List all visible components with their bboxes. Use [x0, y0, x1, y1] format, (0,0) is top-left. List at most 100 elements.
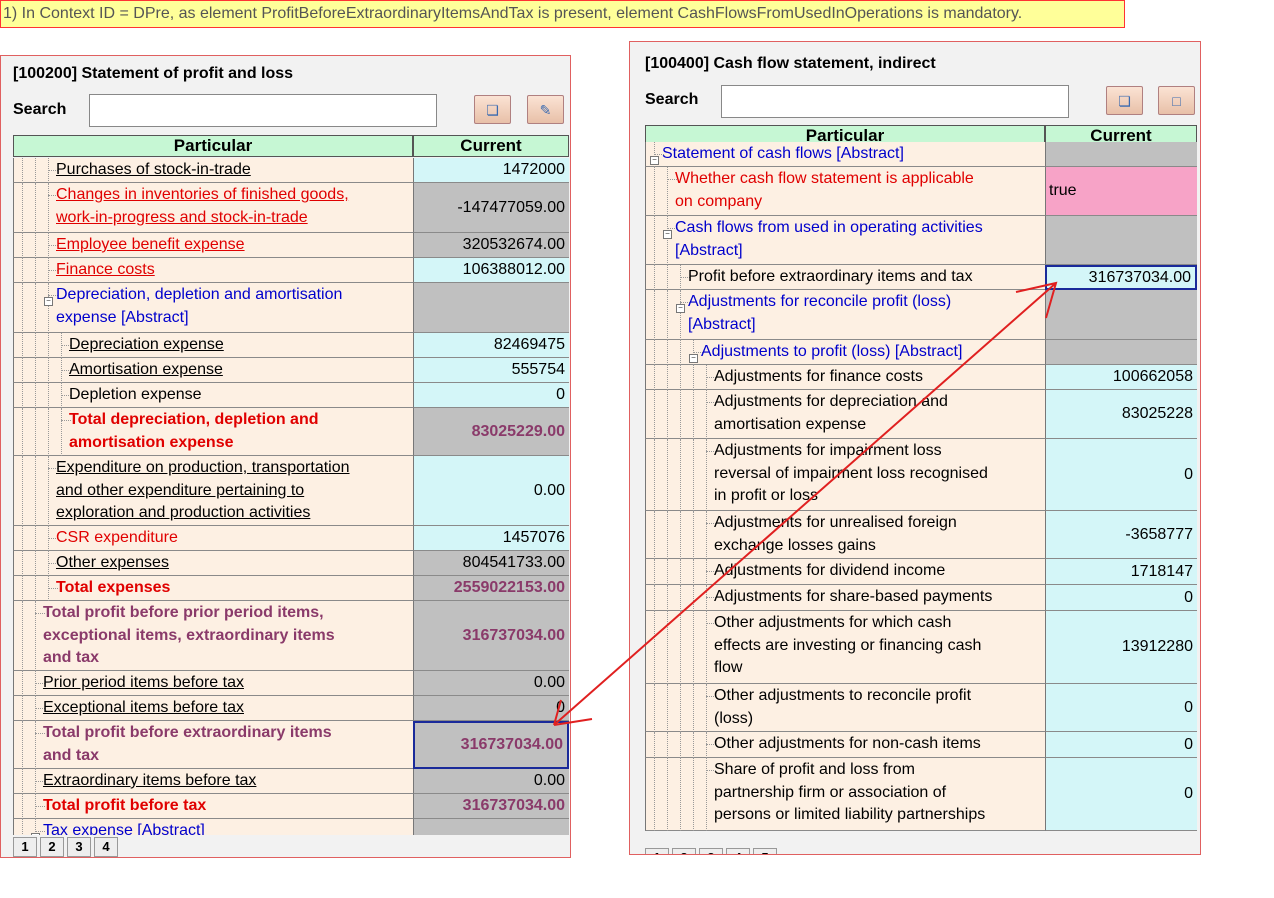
value-cell[interactable]: 316737034.00 [1045, 265, 1197, 290]
table-row[interactable]: Expenditure on production, transportatio… [13, 456, 413, 526]
page-2-button[interactable]: 2 [40, 837, 64, 857]
value-cell[interactable]: 316737034.00 [413, 721, 569, 769]
table-row[interactable]: Finance costs [13, 258, 413, 283]
table-row[interactable]: Amortisation expense [13, 358, 413, 383]
page-3-button[interactable]: 3 [699, 848, 723, 854]
value-cell[interactable] [1045, 340, 1197, 365]
table-row[interactable]: Total profit before extraordinary items a… [13, 721, 413, 769]
table-row[interactable]: Adjustments for dividend income [645, 559, 1045, 585]
value-cell[interactable] [413, 283, 569, 333]
page-3-button[interactable]: 3 [67, 837, 91, 857]
table-row[interactable]: Profit before extraordinary items and ta… [645, 265, 1045, 290]
value-cell[interactable]: 316737034.00 [413, 794, 569, 819]
table-row[interactable]: CSR expenditure [13, 526, 413, 551]
copy-button[interactable]: ❏ [474, 95, 511, 124]
value-cell[interactable]: 555754 [413, 358, 569, 383]
copy-button[interactable]: ❏ [1106, 86, 1143, 115]
table-row[interactable]: Whether cash flow statement is applicabl… [645, 167, 1045, 216]
table-row[interactable]: Total expenses [13, 576, 413, 601]
value-cell[interactable]: 0.00 [413, 769, 569, 794]
table-row[interactable]: Total profit before tax [13, 794, 413, 819]
value-cell[interactable]: 0 [413, 383, 569, 408]
table-row[interactable]: − Cash flows from used in operating activ… [645, 216, 1045, 265]
table-row[interactable]: −Tax expense [Abstract] [13, 819, 413, 835]
table-row[interactable]: Exceptional items before tax [13, 696, 413, 721]
value-cell[interactable]: 13912280 [1045, 611, 1197, 684]
value-cell[interactable]: 0.00 [413, 671, 569, 696]
value-cell[interactable]: 106388012.00 [413, 258, 569, 283]
paste-button[interactable]: □ [1158, 86, 1195, 115]
collapse-toggle-icon[interactable]: − [676, 304, 685, 313]
value-cell[interactable] [1045, 142, 1197, 167]
table-row[interactable]: Prior period items before tax [13, 671, 413, 696]
value-cell[interactable]: 82469475 [413, 333, 569, 358]
value-cell[interactable]: 0.00 [413, 456, 569, 526]
table-row[interactable]: Extraordinary items before tax [13, 769, 413, 794]
table-row[interactable]: Adjustments for share-based payments [645, 585, 1045, 611]
value-cell[interactable]: 83025228 [1045, 390, 1197, 439]
collapse-toggle-icon[interactable]: − [31, 833, 40, 835]
value-cell[interactable]: 100662058 [1045, 365, 1197, 390]
page-4-button[interactable]: 4 [726, 848, 750, 854]
collapse-toggle-icon[interactable]: − [44, 297, 53, 306]
value-cell[interactable]: 0 [413, 696, 569, 721]
table-row[interactable]: Adjustments for finance costs [645, 365, 1045, 390]
search-input[interactable] [721, 85, 1069, 118]
value-cell[interactable]: 0 [1045, 684, 1197, 732]
value-cell[interactable] [1045, 290, 1197, 340]
column-header-particular[interactable]: Particular [645, 125, 1045, 147]
page-1-button[interactable]: 1 [13, 837, 37, 857]
tree-guide-line [35, 613, 45, 614]
table-row[interactable]: − Statement of cash flows [Abstract] [645, 142, 1045, 167]
search-input[interactable] [89, 94, 437, 127]
table-row[interactable]: Other adjustments for non-cash items [645, 732, 1045, 758]
table-row[interactable]: Total depreciation, depletion and amortis… [13, 408, 413, 456]
collapse-toggle-icon[interactable]: − [663, 230, 672, 239]
page-2-button[interactable]: 2 [672, 848, 696, 854]
tree-guide-line [22, 183, 23, 233]
collapse-toggle-icon[interactable]: − [650, 156, 659, 165]
page-1-button[interactable]: 1 [645, 848, 669, 854]
table-row[interactable]: Share of profit and loss from partnership… [645, 758, 1045, 831]
table-row[interactable]: Depletion expense [13, 383, 413, 408]
table-row[interactable]: Changes in inventories of finished goods… [13, 183, 413, 233]
table-row[interactable]: Employee benefit expense [13, 233, 413, 258]
value-cell[interactable]: 1718147 [1045, 559, 1197, 585]
value-cell[interactable] [1045, 216, 1197, 265]
column-header-current[interactable]: Current [413, 135, 569, 157]
page-5-button[interactable]: 5 [753, 848, 777, 854]
tree-guide-line [35, 258, 36, 283]
value-cell[interactable]: -3658777 [1045, 511, 1197, 559]
column-header-current[interactable]: Current [1045, 125, 1197, 147]
value-cell[interactable]: 0 [1045, 585, 1197, 611]
value-cell[interactable]: -147477059.00 [413, 183, 569, 233]
table-row[interactable]: − Depreciation, depletion and amortisatio… [13, 283, 413, 333]
table-row[interactable]: Other expenses [13, 551, 413, 576]
page-4-button[interactable]: 4 [94, 837, 118, 857]
value-cell[interactable]: 83025229.00 [413, 408, 569, 456]
value-cell[interactable]: 0 [1045, 439, 1197, 511]
table-row[interactable]: Purchases of stock-in-trade [13, 158, 413, 183]
value-cell[interactable]: true [1045, 167, 1197, 216]
table-row[interactable]: Other adjustments for which cash effects … [645, 611, 1045, 684]
value-cell[interactable]: 0 [1045, 758, 1197, 831]
table-row[interactable]: − Adjustments for reconcile profit (loss)… [645, 290, 1045, 340]
value-cell[interactable]: 1457076 [413, 526, 569, 551]
table-row[interactable]: Depreciation expense [13, 333, 413, 358]
row-label: Statement of cash flows [Abstract] [662, 143, 904, 166]
column-header-particular[interactable]: Particular [13, 135, 413, 157]
table-row[interactable]: Adjustments for depreciation and amortisa… [645, 390, 1045, 439]
paste-button[interactable]: ✎ [527, 95, 564, 124]
table-row[interactable]: Adjustments for impairment loss reversal … [645, 439, 1045, 511]
table-row[interactable]: Total profit before prior period items, e… [13, 601, 413, 671]
value-cell[interactable]: 316737034.00 [413, 601, 569, 671]
value-cell[interactable]: 2559022153.00 [413, 576, 569, 601]
table-row[interactable]: Other adjustments to reconcile profit (lo… [645, 684, 1045, 732]
value-cell[interactable]: 320532674.00 [413, 233, 569, 258]
value-cell[interactable]: 1472000 [413, 158, 569, 183]
value-cell[interactable]: 804541733.00 [413, 551, 569, 576]
value-cell[interactable]: 0 [1045, 732, 1197, 758]
collapse-toggle-icon[interactable]: − [689, 354, 698, 363]
value-cell[interactable] [413, 819, 569, 835]
table-row[interactable]: Adjustments for unrealised foreign exchan… [645, 511, 1045, 559]
